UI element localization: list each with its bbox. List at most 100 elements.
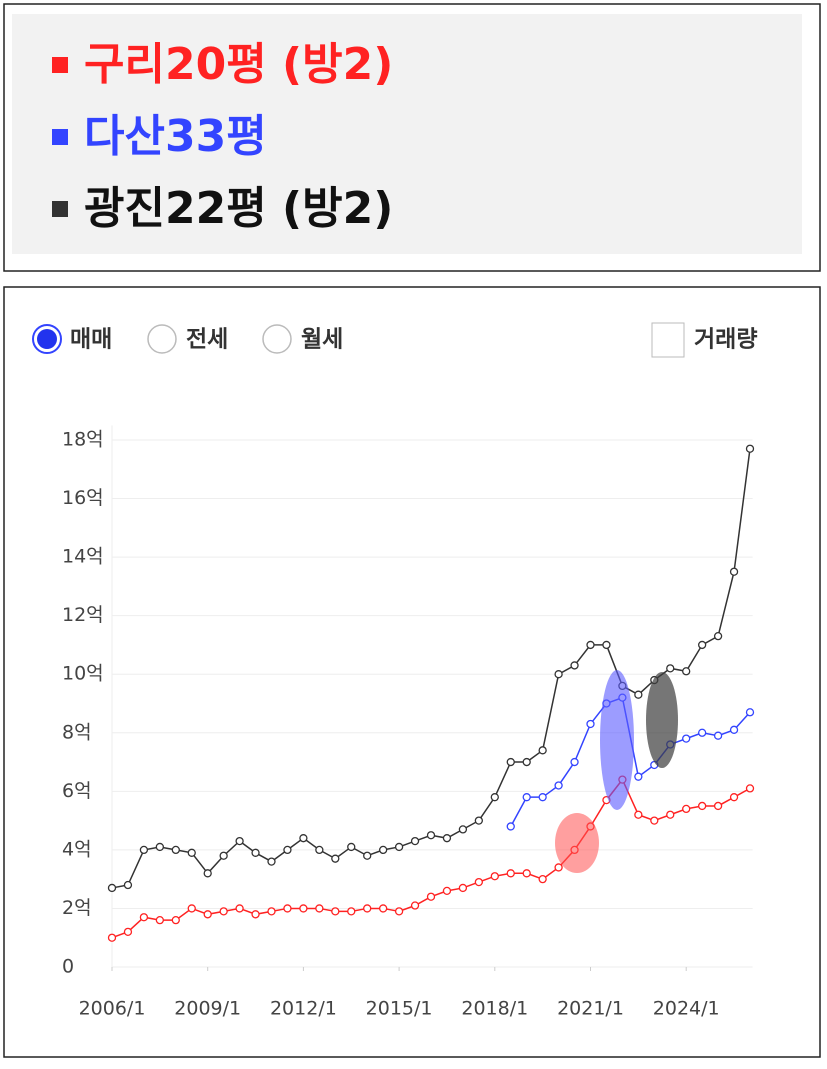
point [107,883,117,893]
point [442,834,452,843]
point [458,825,468,834]
point [682,667,691,676]
point [123,880,133,890]
point [347,842,356,852]
point [538,793,547,802]
y-tick-label: 16억 [62,487,104,509]
y-tick-label: 0 [62,956,74,978]
point [251,848,260,857]
radio-label[interactable]: 월세 [301,327,343,353]
x-tick-label: 2024/1 [653,998,720,1020]
highlight [600,670,634,810]
legend-box [12,14,802,254]
point [745,708,755,717]
chart-frame [3,286,821,1058]
point [363,851,372,860]
point [586,719,595,729]
point [713,631,723,641]
point [394,907,404,916]
y-tick-label: 4억 [62,838,92,860]
point [729,725,739,734]
point [522,793,531,802]
point [219,851,228,860]
point [203,869,212,878]
point [713,801,723,811]
point [634,772,643,781]
radio-label[interactable]: 전세 [186,327,228,353]
point [378,904,388,913]
legend-label: 광진22평 (방2) [84,183,393,234]
point [666,810,675,819]
point [283,904,292,913]
point [666,664,675,673]
point [682,804,691,814]
point [331,907,340,916]
point [698,640,707,650]
radio[interactable] [262,324,292,354]
legend-swatch [52,129,68,145]
point [586,640,595,650]
point [219,907,228,916]
point [283,845,292,855]
point [474,877,484,887]
point [315,904,324,913]
legend-label: 구리20평 (방2) [84,39,393,90]
y-tick-label: 12억 [62,604,104,626]
point [729,567,739,576]
y-tick-label: 18억 [62,428,104,450]
point [187,848,196,857]
y-tick-label: 14억 [62,546,104,568]
point [554,670,563,679]
x-tick-label: 2009/1 [174,998,241,1020]
point [570,661,579,670]
point [634,690,643,699]
point [554,863,563,872]
point [554,781,563,790]
y-tick-label: 2억 [62,897,92,919]
legend-swatch [52,57,68,73]
point [299,834,308,843]
point [139,845,149,855]
y-tick-label: 6억 [62,780,92,802]
point [490,872,499,881]
x-tick-label: 2006/1 [79,998,146,1020]
checkbox[interactable] [651,322,685,358]
point [107,933,117,942]
x-tick-label: 2018/1 [461,998,528,1020]
point [171,845,180,855]
y-tick-label: 8억 [62,721,92,743]
point [410,901,420,910]
point [506,869,515,878]
point [538,875,547,884]
point [394,842,404,852]
point [155,842,165,852]
point [347,907,356,916]
x-tick-label: 2012/1 [270,998,337,1020]
point [426,892,436,901]
point [490,793,499,802]
point [378,845,388,855]
point [682,734,691,743]
point [363,904,372,913]
point [410,836,420,846]
point [506,757,515,767]
point [538,746,547,755]
point [315,845,324,855]
point [235,904,244,913]
point [570,757,579,767]
point [745,784,755,793]
legend-swatch [52,201,68,217]
radio[interactable] [147,324,177,354]
point [745,444,755,453]
checkbox-label[interactable]: 거래량 [694,327,757,353]
point [426,831,436,840]
point [602,640,611,650]
radio-label[interactable]: 매매 [70,327,112,353]
point [331,854,340,863]
point [442,886,452,896]
x-tick-label: 2015/1 [366,998,433,1020]
highlight [555,813,599,873]
point [139,913,149,922]
